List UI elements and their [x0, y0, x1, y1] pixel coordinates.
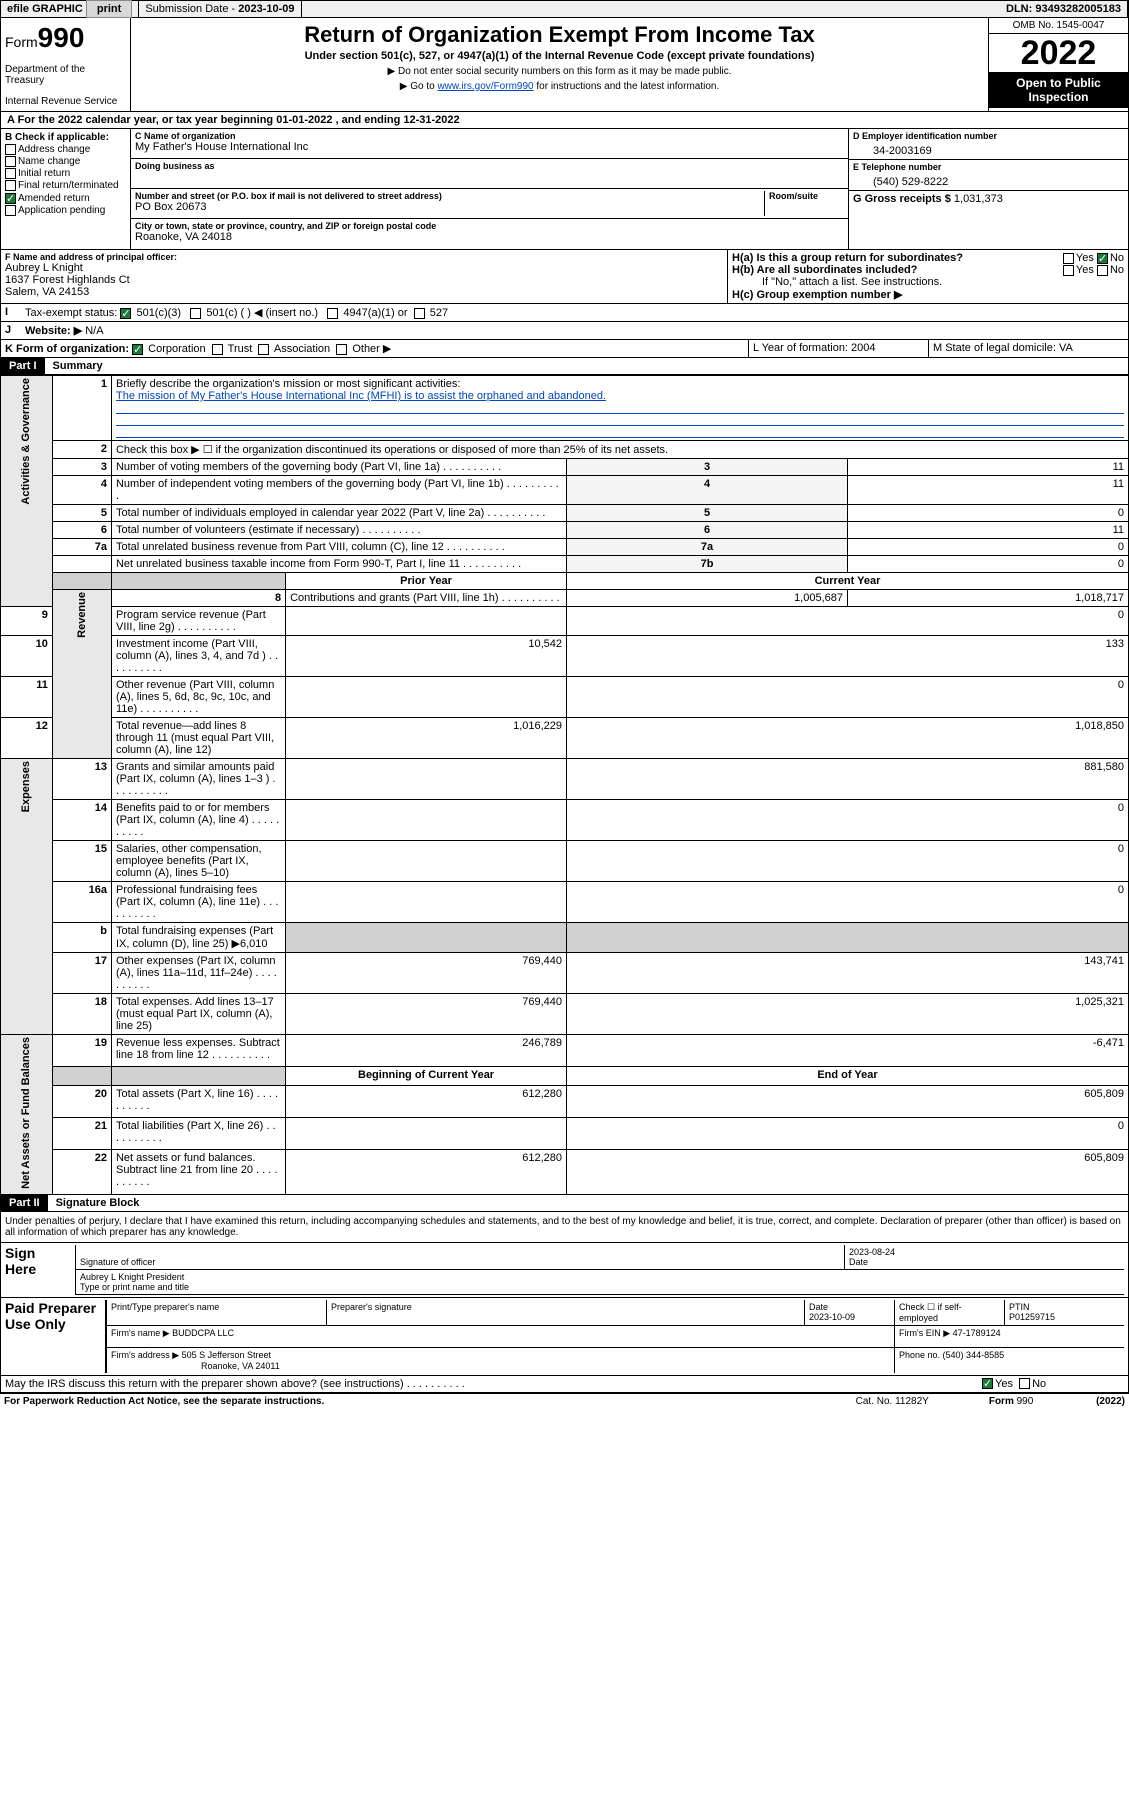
domicile: VA [1059, 342, 1073, 354]
cb-name[interactable] [5, 156, 16, 167]
tax-year: 2022 [989, 34, 1128, 72]
irs-label: Internal Revenue Service [5, 96, 126, 107]
cb-corp[interactable] [132, 344, 143, 355]
year-formed: 2004 [851, 342, 875, 354]
part2-bar: Part II [1, 1195, 48, 1211]
subdate-label: Submission Date - [145, 3, 238, 15]
cb-group-no[interactable] [1097, 253, 1108, 264]
form-title: Return of Organization Exempt From Incom… [135, 22, 984, 48]
omb-number: OMB No. 1545-0047 [989, 18, 1128, 34]
firm-ein: 47-1789124 [953, 1328, 1001, 1338]
form-subtitle: Under section 501(c), 527, or 4947(a)(1)… [135, 50, 984, 62]
section-b-checks: B Check if applicable: Address change Na… [1, 129, 131, 249]
cb-application[interactable] [5, 205, 16, 216]
summary-table: Activities & Governance 1Briefly describ… [0, 375, 1129, 1195]
irs-link[interactable]: www.irs.gov/Form990 [437, 81, 533, 92]
cb-final[interactable] [5, 180, 16, 191]
firm-phone: (540) 344-8585 [943, 1350, 1005, 1360]
tax-period: A For the 2022 calendar year, or tax yea… [0, 112, 1129, 129]
ptin: P01259715 [1009, 1312, 1055, 1322]
org-address: PO Box 20673 [135, 201, 764, 213]
public-inspection: Open to Public Inspection [989, 72, 1128, 108]
declaration: Under penalties of perjury, I declare th… [0, 1212, 1129, 1243]
part1-bar: Part I [1, 358, 45, 374]
mission-link[interactable]: The mission of My Father's House Interna… [116, 390, 606, 402]
dept-treasury: Department of the Treasury [5, 64, 126, 86]
firm-name: BUDDCPA LLC [172, 1328, 234, 1338]
sign-here-label: Sign Here [1, 1243, 71, 1297]
phone: (540) 529-8222 [853, 172, 1124, 188]
cb-discuss-yes[interactable] [982, 1378, 993, 1389]
efile-label: efile GRAPHIC [7, 3, 83, 15]
cb-initial[interactable] [5, 168, 16, 179]
website: N/A [85, 325, 103, 337]
sig-date: 2023-08-24 [849, 1247, 895, 1257]
subdate: 2023-10-09 [238, 3, 294, 15]
gross-receipts: 1,031,373 [954, 193, 1003, 205]
cb-discuss-no[interactable] [1019, 1378, 1030, 1389]
form-prefix: Form [5, 34, 38, 50]
topbar: efile GRAPHIC print Submission Date - 20… [0, 0, 1129, 18]
cb-address[interactable] [5, 144, 16, 155]
dln-value: 93493282005183 [1035, 3, 1121, 15]
cb-501c3[interactable] [120, 308, 131, 319]
officer-signed: Aubrey L Knight President [80, 1272, 184, 1282]
org-name: My Father's House International Inc [135, 141, 844, 153]
form-header: Form990 Department of the Treasury Inter… [0, 18, 1129, 112]
prep-date: 2023-10-09 [809, 1312, 855, 1322]
ein: 34-2003169 [853, 141, 1124, 157]
cb-amended[interactable] [5, 193, 16, 204]
paid-preparer-label: Paid Preparer Use Only [1, 1298, 101, 1375]
form-number: 990 [38, 22, 85, 53]
footer: For Paperwork Reduction Act Notice, see … [0, 1393, 1129, 1409]
print-button[interactable]: print [86, 0, 132, 18]
note-ssn: ▶ Do not enter social security numbers o… [135, 66, 984, 77]
org-city: Roanoke, VA 24018 [135, 231, 844, 243]
dln-label: DLN: [1006, 3, 1035, 15]
officer-name: Aubrey L Knight [5, 262, 723, 274]
